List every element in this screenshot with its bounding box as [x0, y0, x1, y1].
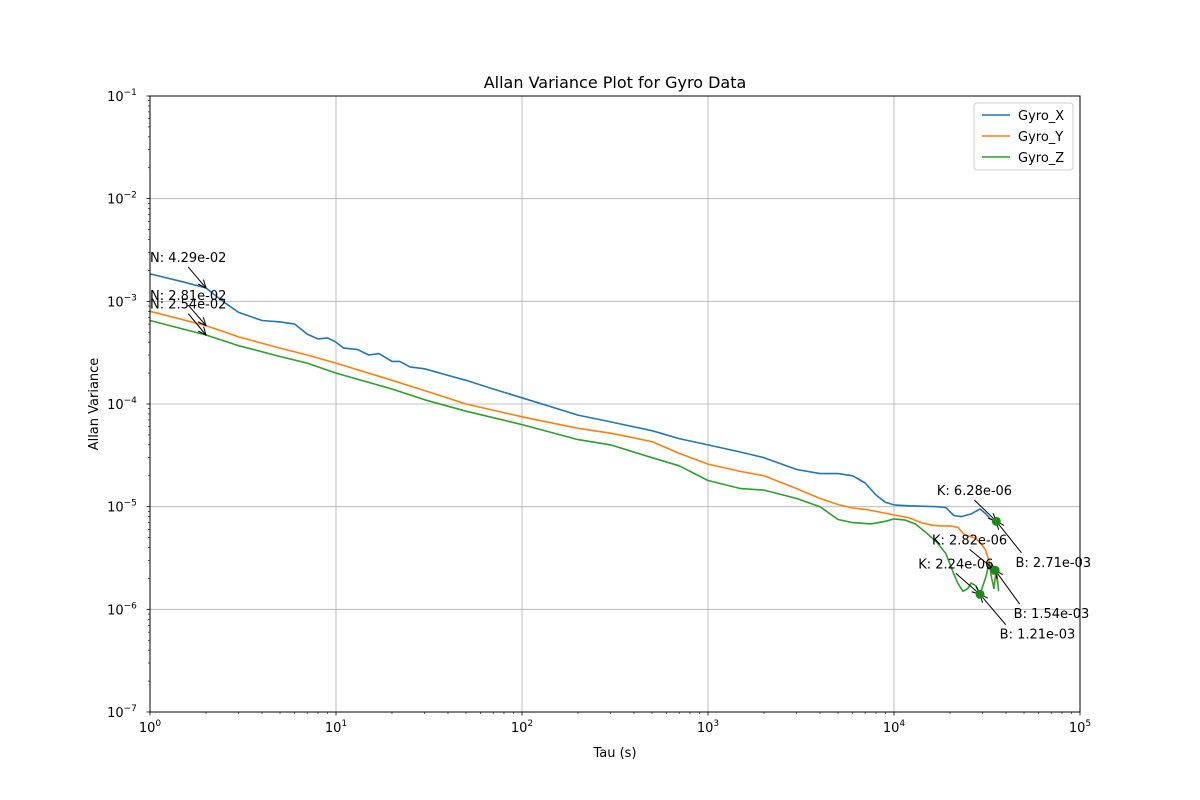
- y-tick-label: 10−3: [107, 293, 137, 310]
- annotation-label-n-x: N: 4.29e-02: [150, 251, 226, 266]
- series-line-gyro-y: [149, 310, 999, 584]
- annotation-label-k-x: K: 6.28e-06: [937, 484, 1012, 499]
- annotation-arrow-n-z: [187, 313, 207, 336]
- axis-ticks: 100 101 102 103 104 105 10−7 10−6 10−5 10−4 10−3 10…: [107, 88, 1091, 736]
- fit-point-marker: [990, 565, 1000, 575]
- chart-title: Allan Variance Plot for Gyro Data: [484, 73, 747, 92]
- legend: Gyro_X Gyro_Y Gyro_Z: [973, 102, 1074, 171]
- fit-point-marker: [991, 516, 1001, 526]
- annotation-arrow-b-z: [979, 594, 1007, 625]
- legend-box: [973, 102, 1074, 171]
- y-tick-label: 10−5: [107, 499, 137, 516]
- y-tick-label: 10−4: [107, 396, 137, 413]
- annotation-arrowhead-n-x: [197, 279, 207, 289]
- annotation-label-b-z: B: 1.21e-03: [1000, 628, 1076, 643]
- x-tick-label: 102: [511, 719, 533, 736]
- legend-label-gyro-x: Gyro_X: [1018, 109, 1064, 124]
- annotation-label-b-x: B: 2.71e-03: [1015, 556, 1091, 571]
- x-axis-title: Tau (s): [592, 746, 636, 761]
- annotations: N: 4.29e-02 N: 2.81e-02N: 2.54e-02 K: 6.28…: [150, 251, 1091, 643]
- annotation-arrow-k-z: [955, 573, 981, 595]
- annotation-label-k-y: K: 2.82e-06: [932, 533, 1007, 548]
- series-line-gyro-x: [149, 273, 997, 523]
- annotation-label-b-y: B: 1.54e-03: [1014, 607, 1090, 622]
- markers: [975, 516, 1001, 599]
- annotation-label-k-z: K: 2.24e-06: [918, 557, 993, 572]
- y-axis-title: Allan Variance: [87, 358, 102, 451]
- annotation-arrow-n-y: [187, 304, 207, 326]
- annotation-arrowhead-n-y: [197, 317, 207, 327]
- x-tick-label: 103: [697, 719, 719, 736]
- grid-lines: [149, 95, 1081, 713]
- annotation-arrowhead-n-z: [197, 326, 207, 336]
- annotation-arrow-k-y: [969, 549, 996, 571]
- x-tick-label: 101: [325, 719, 347, 736]
- legend-label-gyro-y: Gyro_Y: [1018, 130, 1063, 145]
- annotation-arrow-b-x: [995, 521, 1022, 554]
- x-tick-label: 104: [883, 719, 906, 736]
- annotation-arrow-n-x: [187, 266, 207, 289]
- annotation-arrow-b-y: [994, 570, 1021, 605]
- x-tick-label: 105: [1069, 719, 1091, 736]
- y-tick-label: 10−6: [107, 601, 137, 618]
- y-tick-label: 10−1: [107, 88, 137, 105]
- legend-label-gyro-z: Gyro_Z: [1018, 151, 1064, 166]
- y-tick-label: 10−2: [107, 191, 137, 208]
- x-tick-label: 100: [139, 719, 162, 736]
- annotation-label-n-z: N: 2.54e-02: [150, 298, 226, 313]
- fit-point-marker: [975, 589, 985, 599]
- y-tick-label: 10−7: [107, 704, 137, 721]
- annotation-arrow-k-x: [974, 499, 997, 522]
- annotation-label-n-y: N: 2.81e-02: [150, 289, 226, 304]
